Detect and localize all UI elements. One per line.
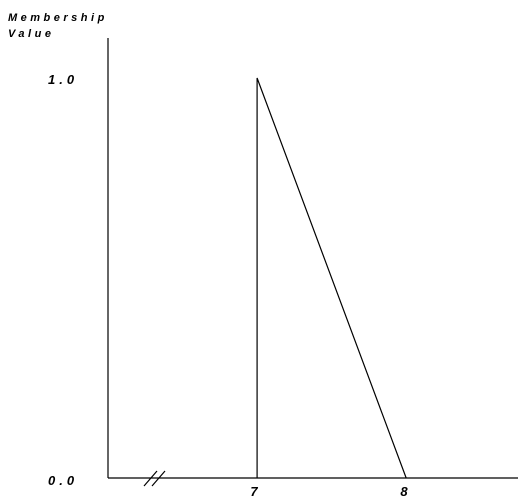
y-axis-label-line-1: Membership — [8, 12, 108, 24]
y-axis-label-line-2: Value — [8, 28, 54, 40]
y-tick-label-bottom: 0.0 — [48, 473, 78, 488]
y-tick-label-top: 1.0 — [48, 72, 78, 87]
axis-break-mark-2 — [151, 470, 166, 487]
x-tick-label-7: 7 — [250, 484, 258, 499]
series-layer — [256, 77, 407, 479]
axis-break-mark-1 — [143, 470, 158, 487]
x-tick-label-8: 8 — [400, 484, 408, 499]
membership-series-line-1 — [256, 77, 407, 479]
